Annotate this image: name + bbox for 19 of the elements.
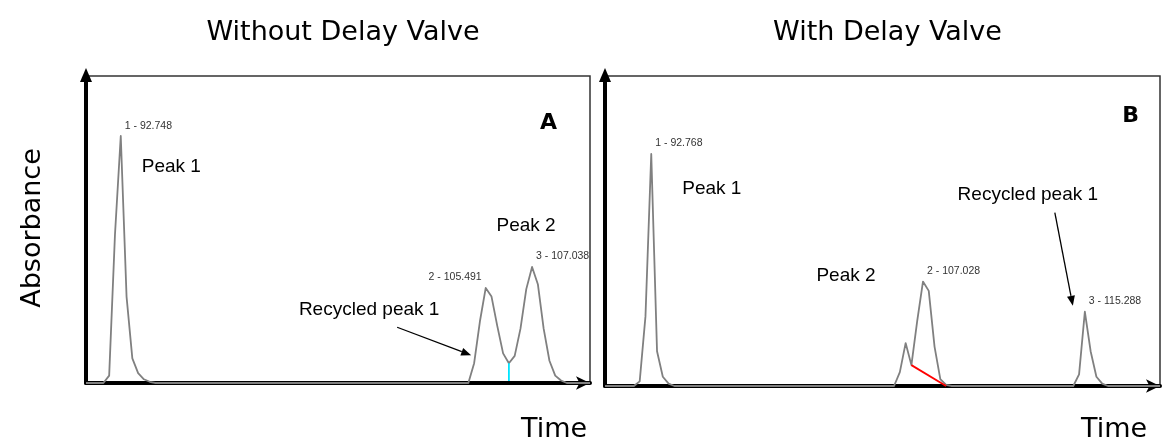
annotation: Peak 2 <box>816 264 876 286</box>
annotation: Peak 1 <box>141 154 201 176</box>
text: 1 - 92.768 <box>655 136 703 149</box>
annotation: 3 - 115.288 <box>1088 294 1142 307</box>
chart-title: Without Delay Valve <box>206 15 480 46</box>
y-axis-title: Absorbance <box>14 148 46 308</box>
annotation: Peak 1 <box>682 177 742 199</box>
annotation: Recycled peak 1 <box>957 183 1099 205</box>
x-axis-title: Time <box>1080 412 1148 443</box>
text: 1 - 92.748 <box>124 118 173 131</box>
annotation: 3 - 107.038 <box>536 249 590 262</box>
annotation: Recycled peak 1 <box>298 297 440 319</box>
annotation: 2 - 107.028 <box>926 264 981 277</box>
annotation: Peak 2 <box>496 214 556 236</box>
text: A <box>539 108 557 134</box>
annotation: 2 - 105.491 <box>428 270 482 283</box>
chart-title: With Delay Valve <box>773 15 1002 46</box>
text: B <box>1122 101 1140 127</box>
x-axis-title: Time <box>520 412 588 443</box>
